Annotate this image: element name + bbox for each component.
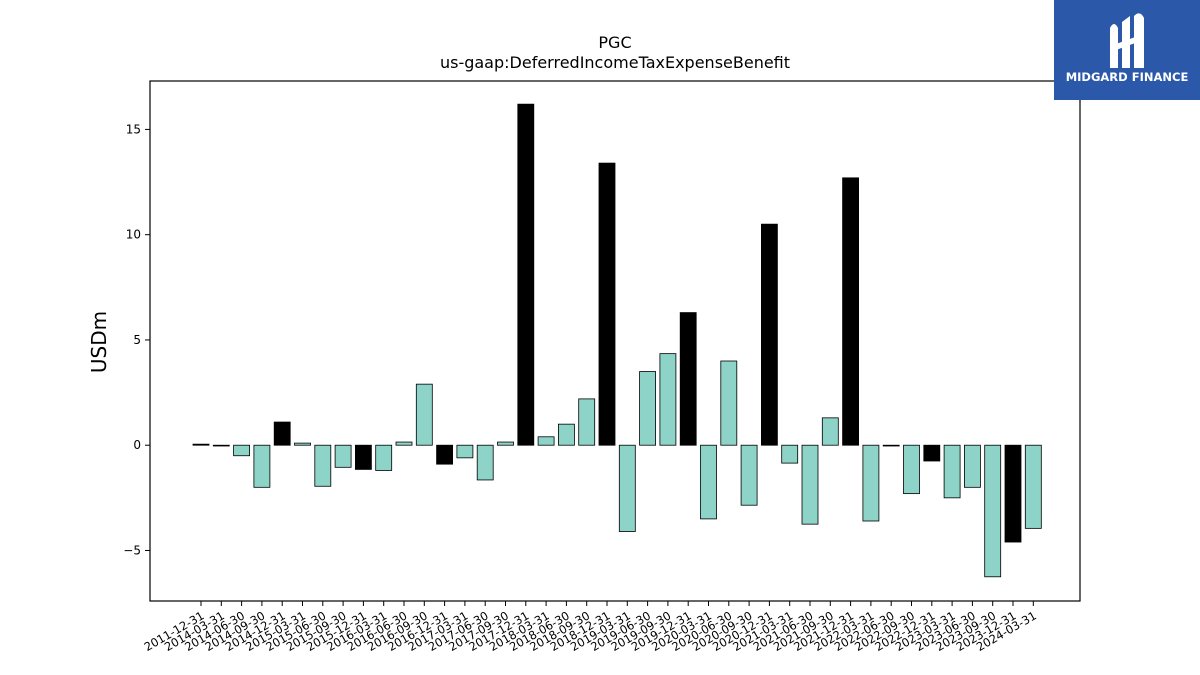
bar-2016-06-30 [395,441,413,446]
y-tick-label: 15 [126,122,141,136]
bars-group [192,103,1042,578]
bar-2020-06-30 [720,360,738,446]
logo-wordmark: MIDGARD FINANCE [1066,70,1189,84]
bar-2021-12-31 [842,177,859,446]
bar-2017-03-31 [456,444,474,459]
y-axis-label: USDm [87,311,111,373]
y-tick-label: 10 [126,228,141,242]
bar-2019-06-30 [639,371,656,446]
bar-2021-06-30 [801,444,819,525]
bar-2023-12-31 [1004,444,1022,543]
bar-2021-03-31 [781,444,799,464]
bar-2014-03-31 [212,444,230,447]
bar-2018-06-30 [558,423,575,446]
x-ticks: 2011-12-312014-03-312014-06-302014-09-30… [142,601,1039,654]
bar-2015-06-30 [314,444,332,487]
bar-2014-06-30 [233,444,251,457]
bar-2023-06-30 [964,444,981,488]
bar-2018-03-31 [537,436,555,446]
bar-2022-12-31 [923,444,941,462]
logo-mark-icon [1110,13,1144,68]
bar-2022-06-30 [882,444,900,447]
bar-2023-09-30 [984,444,1002,578]
bar-2019-03-31 [618,444,636,532]
bar-2019-12-31 [679,312,697,446]
bar-2022-09-30 [903,444,920,495]
y-tick-label: −5 [123,543,141,557]
bar-2011-12-31 [192,443,210,446]
bar-2016-12-31 [436,444,454,465]
bar-2014-09-30 [253,444,271,488]
bar-2022-03-31 [862,444,880,522]
bar-2021-09-30 [821,417,839,446]
bar-2020-03-31 [700,444,717,520]
y-tick-label: 0 [133,438,141,452]
plot-frame [149,80,1081,602]
bar-2017-09-30 [497,441,514,446]
bar-2017-06-30 [476,444,494,481]
bar-2020-09-30 [740,444,758,506]
bar-2023-03-31 [943,444,961,499]
bar-2015-12-31 [354,444,372,470]
y-ticks: −5 0 5 10 15 [123,122,150,557]
chart-subtitle: us-gaap:DeferredIncomeTaxExpenseBenefit [440,53,790,72]
bar-2018-12-31 [598,162,616,446]
bar-2017-12-31 [517,103,535,446]
y-tick-label: 5 [133,333,141,347]
bar-2020-12-31 [761,223,778,446]
bar-2019-09-30 [659,353,677,446]
chart-title: PGC [598,33,631,52]
bar-2024-03-31 [1024,444,1042,529]
bar-2016-09-30 [415,383,433,446]
bar-2018-09-30 [578,398,596,446]
bar-2015-03-31 [294,442,311,446]
midgard-finance-logo: MIDGARD FINANCE [1054,0,1200,100]
bar-2015-09-30 [334,444,352,468]
bar-2016-03-31 [375,444,393,471]
bar-2014-12-31 [273,421,291,446]
